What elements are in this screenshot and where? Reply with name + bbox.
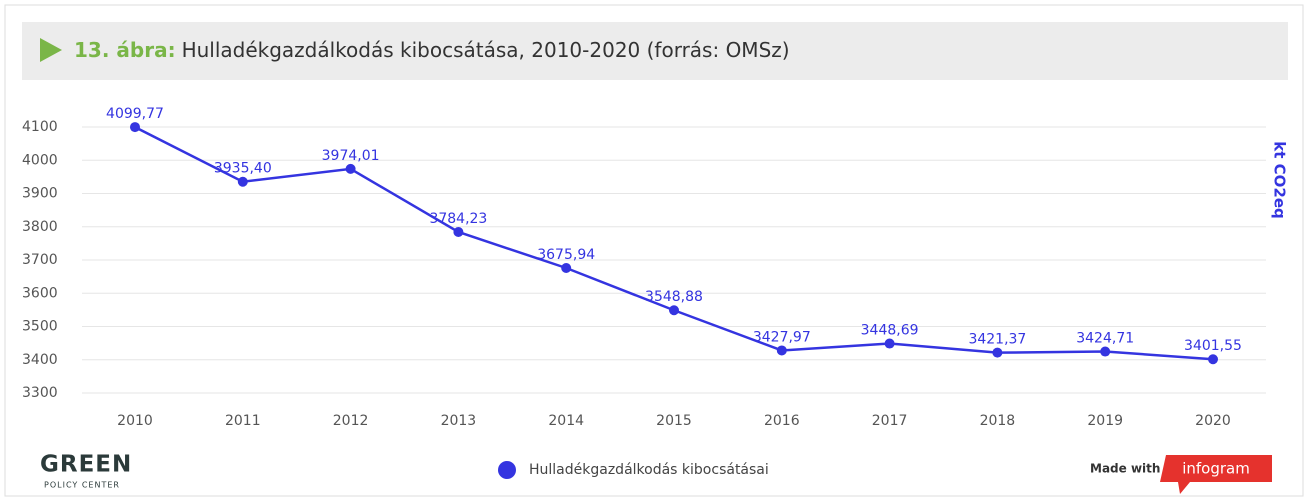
- data-label: 3427,97: [753, 329, 811, 345]
- figure-label: 13. ábra:: [74, 38, 176, 62]
- page: {"chart_data": {"type": "line", "figure_…: [0, 0, 1309, 501]
- data-point: [669, 305, 679, 315]
- logo: GREEN: [40, 452, 132, 478]
- brand: infogram: [1182, 460, 1250, 478]
- x-tick-label: 2011: [225, 413, 261, 429]
- made-with: Made with: [1090, 462, 1160, 476]
- data-point: [1208, 354, 1218, 364]
- data-label: 4099,77: [106, 106, 164, 122]
- y-tick-label: 3800: [22, 219, 58, 235]
- legend-marker: [498, 461, 516, 479]
- y-tick-label: 3900: [22, 186, 58, 202]
- x-tick-label: 2014: [548, 413, 584, 429]
- x-tick-label: 2017: [872, 413, 908, 429]
- y-tick-label: 3400: [22, 352, 58, 368]
- data-point: [346, 164, 356, 174]
- x-tick-label: 2018: [980, 413, 1016, 429]
- x-tick-label: 2016: [764, 413, 800, 429]
- x-tick-label: 2012: [333, 413, 369, 429]
- x-tick-label: 2015: [656, 413, 692, 429]
- y-tick-label: 3300: [22, 385, 58, 401]
- data-label: 3448,69: [861, 323, 919, 339]
- y-tick-label: 3700: [22, 252, 58, 268]
- data-label: 3935,40: [214, 161, 272, 177]
- data-label: 3421,37: [968, 332, 1026, 348]
- data-point: [777, 345, 787, 355]
- x-tick-label: 2019: [1087, 413, 1123, 429]
- data-label: 3548,88: [645, 289, 703, 305]
- data-point: [238, 177, 248, 187]
- y-axis-label: kt CO2eq: [1271, 141, 1289, 218]
- title-text: Hulladékgazdálkodás kibocsátása, 2010-20…: [182, 38, 790, 62]
- data-point: [130, 122, 140, 132]
- y-tick-label: 3500: [22, 319, 58, 335]
- data-point: [885, 339, 895, 349]
- x-tick-label: 2013: [441, 413, 477, 429]
- data-point: [453, 227, 463, 237]
- y-tick-label: 3600: [22, 285, 58, 301]
- chart: 13. ábra:Hulladékgazdálkodás kibocsátása…: [0, 0, 1309, 501]
- data-point: [1100, 347, 1110, 357]
- data-point: [992, 348, 1002, 358]
- data-point: [561, 263, 571, 273]
- x-tick-label: 2010: [117, 413, 153, 429]
- chart-title: 13. ábra:Hulladékgazdálkodás kibocsátása…: [74, 38, 790, 62]
- x-tick-label: 2020: [1195, 413, 1231, 429]
- data-label: 3401,55: [1184, 338, 1242, 354]
- data-label: 3675,94: [537, 247, 595, 263]
- legend-label: Hulladékgazdálkodás kibocsátásai: [529, 462, 769, 478]
- data-label: 3424,71: [1076, 331, 1134, 347]
- logo-sub: POLICY CENTER: [44, 481, 120, 490]
- data-label: 3974,01: [322, 148, 380, 164]
- data-label: 3784,23: [429, 211, 487, 227]
- y-tick-label: 4000: [22, 152, 58, 168]
- y-tick-label: 4100: [22, 119, 58, 135]
